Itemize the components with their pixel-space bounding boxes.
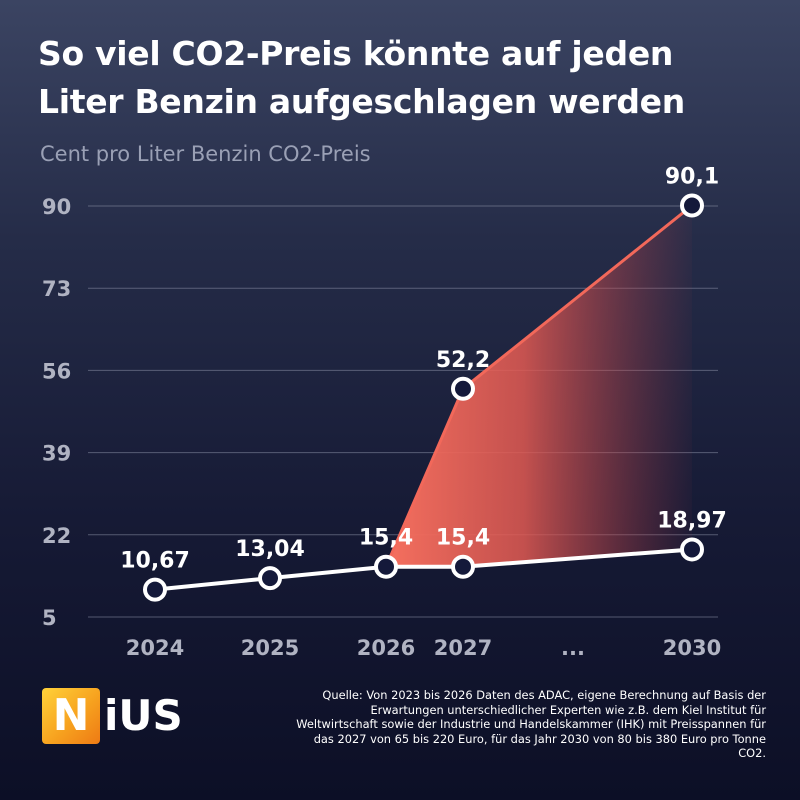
data-point (258, 566, 282, 591)
x-tick-label: 2025 (241, 636, 299, 660)
data-label: 15,4 (359, 526, 413, 551)
data-point (374, 554, 398, 579)
x-tick-label: 2026 (357, 636, 415, 660)
y-tick-label: 5 (42, 606, 57, 630)
chart-title: So viel CO2-Preis könnte auf jeden Liter… (38, 30, 778, 126)
nius-logo: N iUS (42, 688, 184, 744)
data-point (680, 193, 704, 218)
x-axis-ticks: 2024 2025 2026 2027... 2030 (126, 636, 721, 660)
y-tick-label: 39 (42, 442, 71, 466)
y-axis-ticks: 90 73 56 39 22 5 (42, 195, 71, 630)
range-area-fill (386, 205, 692, 567)
data-point (680, 537, 704, 562)
data-label: 15,4 (436, 526, 490, 551)
data-label: 18,97 (657, 508, 727, 533)
y-tick-label: 22 (42, 524, 71, 548)
x-tick-label: 2030 (663, 636, 721, 660)
x-tick-label: 2027 (434, 636, 492, 660)
y-tick-label: 73 (42, 277, 71, 301)
logo-letter-n: N (42, 688, 100, 744)
y-axis-label: Cent pro Liter Benzin CO2-Preis (40, 142, 371, 166)
range-area (386, 205, 692, 567)
title-line-1: So viel CO2-Preis könnte auf jeden (38, 34, 674, 73)
x-tick-label: 2024 (126, 636, 184, 660)
y-tick-label: 90 (42, 195, 71, 219)
source-note: Quelle: Von 2023 bis 2026 Daten des ADAC… (296, 688, 766, 761)
data-labels: 10,67 13,04 15,4 15,4 18,97 52,2 90,1 (120, 165, 727, 574)
chart-canvas: 90 73 56 39 22 5 2024 2025 2026 2027... 2030 10,6… (42, 165, 727, 660)
title-line-2: Liter Benzin aufgeschlagen werden (38, 82, 685, 121)
data-point (451, 554, 475, 579)
data-point (451, 376, 475, 401)
y-tick-label: 56 (42, 359, 71, 383)
logo-text: iUS (104, 691, 183, 740)
data-label: 13,04 (235, 537, 305, 562)
data-label: 52,2 (436, 348, 490, 373)
data-label: 10,67 (120, 549, 190, 574)
data-point (143, 577, 167, 602)
data-label: 90,1 (665, 165, 719, 190)
x-tick-label: ... (561, 636, 585, 660)
data-points (143, 193, 704, 602)
